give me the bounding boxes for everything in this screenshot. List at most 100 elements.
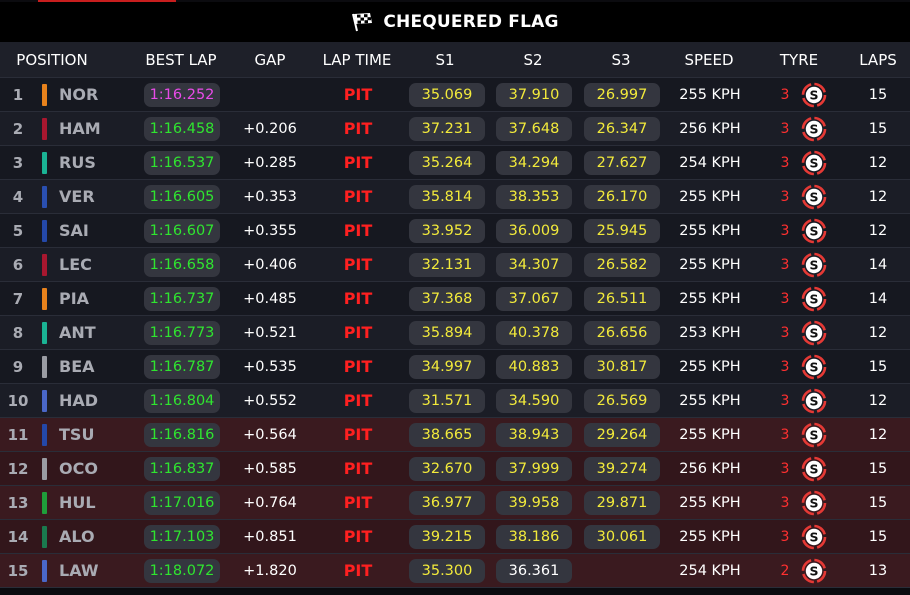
sector-2: 38.943 (496, 423, 572, 447)
lap-time: PIT (343, 527, 373, 546)
header-s1[interactable]: S1 (435, 50, 455, 69)
header-speed[interactable]: SPEED (684, 50, 734, 69)
sector-1: 37.231 (409, 117, 485, 141)
tyre-letter: S (809, 121, 818, 136)
speed: 254 KPH (679, 154, 741, 171)
tyre-letter: S (809, 563, 818, 578)
header-s3[interactable]: S3 (611, 50, 631, 69)
team-color-bar (42, 254, 47, 276)
gap: +0.353 (243, 188, 297, 205)
sector-3: 26.997 (584, 83, 660, 107)
table-row[interactable]: 6 LEC 1:16.658 +0.406 PIT 32.131 34.307 … (0, 248, 910, 282)
lap-time: PIT (343, 493, 373, 512)
sector-1: 31.571 (409, 389, 485, 413)
table-row[interactable]: 12 OCO 1:16.837 +0.585 PIT 32.670 37.999… (0, 452, 910, 486)
driver-code: VER (59, 187, 95, 206)
best-lap: 1:16.252 (144, 83, 220, 107)
speed: 255 KPH (679, 426, 741, 443)
tyre-compound: S (799, 316, 829, 349)
speed: 255 KPH (679, 222, 741, 239)
sector-1: 32.670 (409, 457, 485, 481)
lap-time: PIT (343, 357, 373, 376)
tyre-letter: S (809, 291, 818, 306)
speed: 255 KPH (679, 494, 741, 511)
sector-1: 37.368 (409, 287, 485, 311)
team-color-bar (42, 424, 47, 446)
driver-code: OCO (59, 459, 98, 478)
table-row[interactable]: 7 PIA 1:16.737 +0.485 PIT 37.368 37.067 … (0, 282, 910, 316)
sector-2: 38.353 (496, 185, 572, 209)
tyre-age: 3 (780, 528, 790, 545)
lap-time: PIT (343, 85, 373, 104)
lap-time: PIT (343, 119, 373, 138)
speed: 255 KPH (679, 392, 741, 409)
gap (236, 78, 304, 111)
tyre-compound: S (799, 214, 829, 247)
gap: +0.585 (243, 460, 297, 477)
table-row[interactable]: 13 HUL 1:17.016 +0.764 PIT 36.977 39.958… (0, 486, 910, 520)
tyre-compound: S (799, 282, 829, 315)
position: 13 (7, 493, 29, 512)
table-row[interactable]: 3 RUS 1:16.537 +0.285 PIT 35.264 34.294 … (0, 146, 910, 180)
team-color-bar (42, 560, 47, 582)
header-gap[interactable]: GAP (254, 50, 286, 69)
sector-3: 30.061 (584, 525, 660, 549)
table-row[interactable]: 8 ANT 1:16.773 +0.521 PIT 35.894 40.378 … (0, 316, 910, 350)
tyre-compound: S (799, 78, 829, 111)
tyre-age: 3 (780, 188, 790, 205)
team-color-bar (42, 152, 47, 174)
lap-time: PIT (343, 255, 373, 274)
soft-tyre-icon: S (801, 558, 827, 583)
gap: +0.564 (243, 426, 297, 443)
table-row[interactable]: 2 HAM 1:16.458 +0.206 PIT 37.231 37.648 … (0, 112, 910, 146)
speed: 255 KPH (679, 188, 741, 205)
tyre-age: 3 (780, 426, 790, 443)
best-lap: 1:16.458 (144, 117, 220, 141)
lap-time: PIT (343, 391, 373, 410)
table-row[interactable]: 9 BEA 1:16.787 +0.535 PIT 34.997 40.883 … (0, 350, 910, 384)
table-header: POSITION BEST LAP GAP LAP TIME S1 S2 S3 … (0, 42, 910, 78)
soft-tyre-icon: S (801, 82, 827, 107)
header-tyre[interactable]: TYRE (779, 50, 819, 69)
laps: 12 (868, 392, 888, 409)
header-best-lap[interactable]: BEST LAP (145, 50, 217, 69)
table-row[interactable]: 14 ALO 1:17.103 +0.851 PIT 39.215 38.186… (0, 520, 910, 554)
best-lap: 1:17.016 (144, 491, 220, 515)
tyre-compound: S (799, 180, 829, 213)
tyre-age: 3 (780, 86, 790, 103)
team-color-bar (42, 526, 47, 548)
table-row[interactable]: 4 VER 1:16.605 +0.353 PIT 35.814 38.353 … (0, 180, 910, 214)
table-row[interactable]: 10 HAD 1:16.804 +0.552 PIT 31.571 34.590… (0, 384, 910, 418)
position: 3 (12, 153, 24, 172)
driver-code: PIA (59, 289, 90, 308)
gap: +1.820 (243, 562, 297, 579)
gap: +0.406 (243, 256, 297, 273)
soft-tyre-icon: S (801, 422, 827, 447)
header-lap-time[interactable]: LAP TIME (322, 50, 392, 69)
tyre-compound: S (799, 486, 829, 519)
best-lap: 1:16.537 (144, 151, 220, 175)
driver-code: HUL (59, 493, 96, 512)
team-color-bar (42, 390, 47, 412)
lap-time: PIT (343, 153, 373, 172)
tyre-letter: S (809, 461, 818, 476)
header-position[interactable]: POSITION (16, 50, 88, 69)
sector-2: 37.999 (496, 457, 572, 481)
table-row[interactable]: 5 SAI 1:16.607 +0.355 PIT 33.952 36.009 … (0, 214, 910, 248)
table-row[interactable]: 11 TSU 1:16.816 +0.564 PIT 38.665 38.943… (0, 418, 910, 452)
sector-1: 33.952 (409, 219, 485, 243)
tyre-compound: S (799, 248, 829, 281)
position: 9 (12, 357, 24, 376)
soft-tyre-icon: S (801, 490, 827, 515)
speed: 255 KPH (679, 256, 741, 273)
gap: +0.285 (243, 154, 297, 171)
team-color-bar (42, 356, 47, 378)
position: 10 (7, 391, 29, 410)
speed: 255 KPH (679, 358, 741, 375)
speed: 256 KPH (679, 460, 741, 477)
tyre-age: 3 (780, 358, 790, 375)
header-laps[interactable]: LAPS (859, 50, 897, 69)
table-row[interactable]: 15 LAW 1:18.072 +1.820 PIT 35.300 36.361… (0, 554, 910, 588)
table-row[interactable]: 1 NOR 1:16.252 PIT 35.069 37.910 26.997 … (0, 78, 910, 112)
header-s2[interactable]: S2 (523, 50, 543, 69)
